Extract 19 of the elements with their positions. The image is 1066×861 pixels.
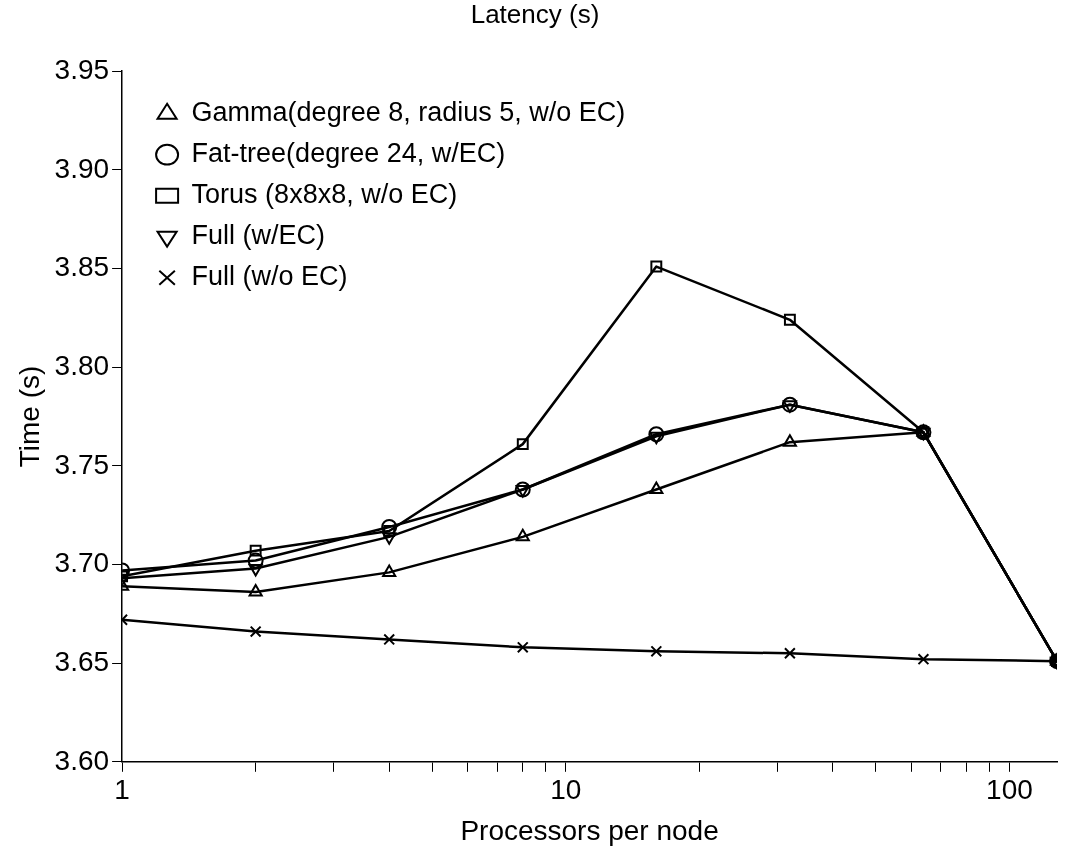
x-tick-label: 10 [550, 774, 582, 806]
legend-label: Full (w/o EC) [191, 261, 348, 292]
y-axis-title: Time (s) [13, 365, 45, 468]
y-tick-label: 3.90 [54, 152, 110, 184]
legend-label: Fat-tree(degree 24, w/EC) [191, 138, 506, 169]
y-tick-label: 3.60 [54, 744, 110, 776]
legend-label: Full (w/EC) [191, 220, 326, 251]
y-tick-label: 3.80 [54, 349, 110, 381]
legend-label: Gamma(degree 8, radius 5, w/o EC) [191, 97, 626, 128]
y-tick-label: 3.75 [54, 448, 110, 480]
chart-title: Latency (s) [470, 0, 600, 29]
y-tick-label: 3.95 [54, 53, 110, 85]
y-tick-label: 3.85 [54, 251, 110, 283]
x-axis-title: Processors per node [460, 814, 719, 846]
y-tick-label: 3.70 [54, 547, 110, 579]
x-tick-label: 1 [114, 774, 130, 806]
y-tick-label: 3.65 [54, 645, 110, 677]
x-tick-label: 100 [986, 774, 1033, 806]
legend-label: Torus (8x8x8, w/o EC) [191, 179, 458, 210]
